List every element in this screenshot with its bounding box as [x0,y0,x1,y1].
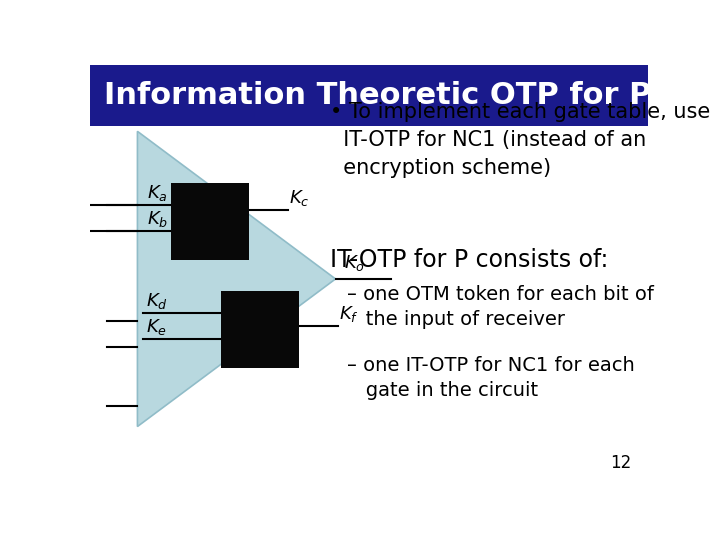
Text: – one IT-OTP for NC1 for each
   gate in the circuit: – one IT-OTP for NC1 for each gate in th… [347,356,634,400]
Text: Information Theoretic OTP for P: Information Theoretic OTP for P [104,81,652,110]
Text: $\mathit{K}_a$: $\mathit{K}_a$ [148,183,168,202]
Bar [171,183,249,260]
Text: $\mathit{K}_e$: $\mathit{K}_e$ [145,317,167,337]
Text: $\mathit{K}_b$: $\mathit{K}_b$ [147,209,168,229]
Text: 12: 12 [610,454,631,472]
Bar [221,292,300,368]
Text: • To implement each gate table, use
  IT-OTP for NC1 (instead of an
  encryption: • To implement each gate table, use IT-O… [330,102,710,178]
Polygon shape [138,131,336,427]
Text: – one OTM token for each bit of
   the input of receiver: – one OTM token for each bit of the inpu… [347,285,654,329]
Text: IT-OTP for P consists of:: IT-OTP for P consists of: [330,248,608,272]
Bar [90,65,648,126]
Text: $\mathit{K}_c$: $\mathit{K}_c$ [289,187,310,207]
Text: $\mathit{K}_o$: $\mathit{K}_o$ [344,253,365,273]
Text: $\mathit{K}_d$: $\mathit{K}_d$ [145,291,168,311]
Text: $\mathit{K}_f$: $\mathit{K}_f$ [339,304,359,324]
